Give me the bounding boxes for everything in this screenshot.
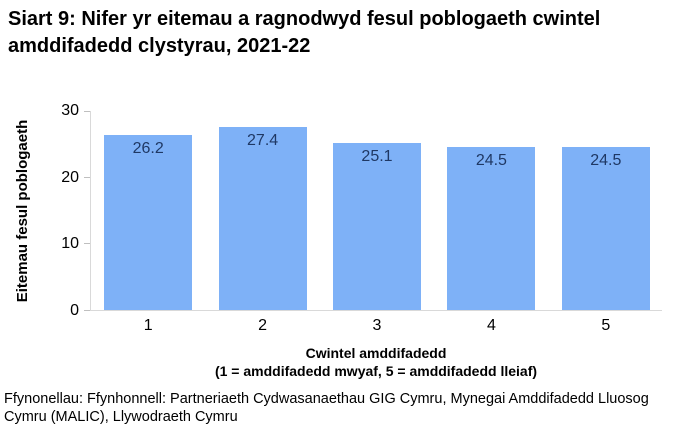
bar-data-label: 27.4 [247, 132, 279, 150]
bar-quintile-5: 24.5 [561, 146, 650, 310]
x-axis-title: Cwintel amddifadedd [305, 345, 447, 361]
x-axis-title-block: Cwintel amddifadedd (1 = amddifadedd mwy… [90, 344, 662, 380]
y-axis-tick-label: 10 [61, 235, 79, 253]
y-axis-title: Eitemau fesul poblogaeth [14, 119, 31, 303]
bar-quintile-1: 26.2 [104, 135, 193, 310]
bar-data-label: 25.1 [361, 147, 393, 165]
y-axis-tick-label: 0 [70, 302, 79, 319]
bar-data-label: 26.2 [132, 140, 164, 158]
source-note: Ffynonellau: Ffynhonnell: Partneriaeth C… [4, 391, 649, 425]
bar-data-label: 24.5 [590, 151, 622, 169]
chart-title: Siart 9: Nifer yr eitemau a ragnodwyd fe… [8, 8, 601, 57]
y-axis-tick-label: 30 [61, 102, 79, 119]
x-axis-tick-label: 3 [372, 317, 382, 334]
bar-quintile-3: 25.1 [333, 142, 421, 310]
x-axis-tick-label: 2 [258, 317, 268, 334]
x-axis-title-note: (1 = amddifadedd mwyaf, 5 = amddifadedd … [214, 363, 538, 379]
x-axis-tick-label: 4 [486, 317, 496, 334]
plot-area: 0 10 20 30 26.2 1 27.4 2 25.1 3 24.5 4 24.5 5 [61, 102, 662, 334]
y-axis-tick-label: 20 [61, 168, 79, 186]
y-axis-tick [84, 111, 90, 112]
bar-data-label: 24.5 [475, 151, 507, 169]
x-axis-tick-label: 5 [601, 317, 611, 334]
bar-quintile-4: 24.5 [447, 146, 536, 310]
bar-quintile-2: 27.4 [218, 127, 307, 310]
x-axis-tick-label: 1 [143, 317, 153, 334]
y-axis-tick [84, 243, 90, 245]
y-axis-tick [84, 310, 90, 311]
y-axis-tick [84, 176, 90, 178]
